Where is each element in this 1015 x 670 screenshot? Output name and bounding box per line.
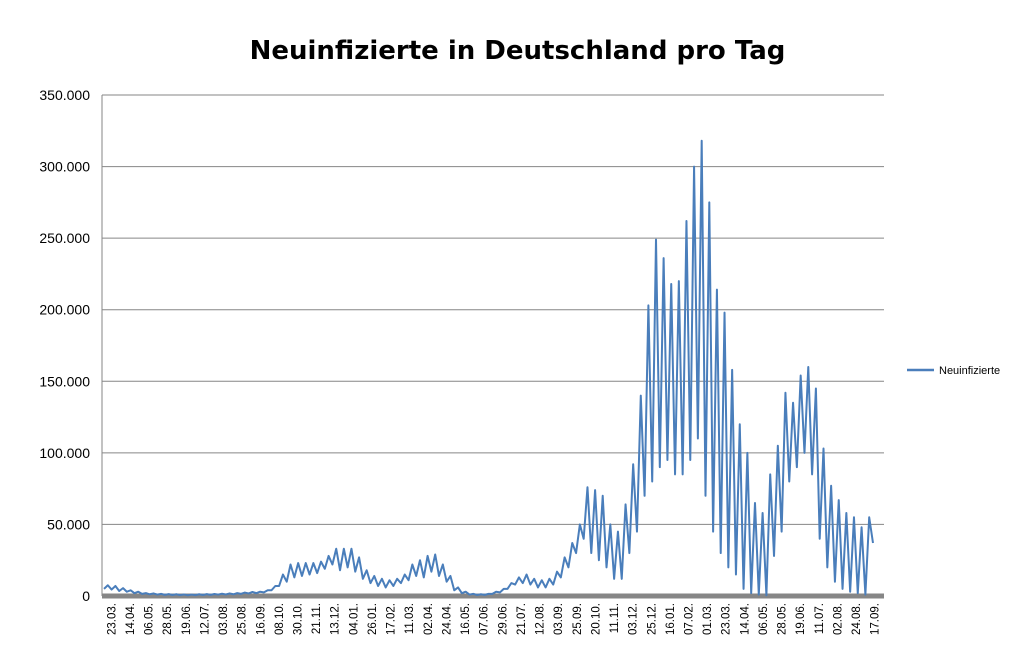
x-tick-label: 06.05. <box>758 603 770 635</box>
x-tick-label: 20.10. <box>590 603 602 635</box>
y-tick-label: 150.000 <box>39 373 90 389</box>
x-tick-label: 03.09. <box>553 603 565 635</box>
y-tick-label: 50.000 <box>47 516 90 532</box>
x-tick-label: 01.03. <box>702 603 714 635</box>
y-tick-label: 350.000 <box>39 87 90 103</box>
x-tick-label: 21.07. <box>516 603 528 635</box>
y-tick-labels: 0 50.000 100.000 150.000 200.000 250.000 300.0… <box>39 87 90 604</box>
x-tick-label: 23.03. <box>721 603 733 635</box>
x-tick-label: 16.09. <box>255 603 267 635</box>
y-tick-label: 300.000 <box>39 159 90 175</box>
x-tick-label: 12.08. <box>535 603 547 635</box>
x-tick-label: 11.07. <box>814 603 826 634</box>
x-tick-label: 21.11. <box>311 603 323 634</box>
x-tick-label: 24.08. <box>851 603 863 635</box>
x-tick-label: 17.02. <box>386 603 398 635</box>
x-tick-label: 25.08. <box>237 603 249 635</box>
x-tick-label: 12.07. <box>199 603 211 635</box>
x-tick-label: 07.02. <box>684 603 696 635</box>
x-tick-label: 16.01. <box>665 603 677 635</box>
x-tick-label: 07.06. <box>479 603 491 635</box>
x-tick-labels: 23.03. 14.04. 06.05. 28.05. 19.06. 12.07. 03.0… <box>106 603 881 635</box>
x-tick-label: 30.10. <box>293 603 305 635</box>
y-tick-label: 0 <box>82 588 90 604</box>
x-tick-label: 03.12. <box>628 603 640 635</box>
x-tick-label: 03.08. <box>218 603 230 635</box>
x-tick-label: 19.06. <box>795 603 807 635</box>
x-tick-label: 19.06. <box>181 603 193 635</box>
x-tick-label: 14.04. <box>125 603 137 635</box>
series-line <box>103 139 874 597</box>
y-tick-label: 100.000 <box>39 445 90 461</box>
x-tick-label: 02.08. <box>832 603 844 635</box>
chart-title: Neuinfizierte in Deutschland pro Tag <box>249 36 786 66</box>
legend-label: Neuinfizierte <box>939 365 1000 377</box>
x-tick-label: 16.05. <box>460 603 472 635</box>
x-tick-label: 02.04. <box>423 603 435 635</box>
x-tick-label: 04.01. <box>348 603 360 635</box>
x-tick-label: 06.05. <box>144 603 156 635</box>
x-tick-label: 28.05. <box>162 603 174 635</box>
x-tick-label: 14.04. <box>739 603 751 635</box>
x-tick-label: 28.05. <box>777 603 789 635</box>
x-tick-label: 29.06. <box>497 603 509 635</box>
y-tick-label: 250.000 <box>39 230 90 246</box>
x-tick-label: 17.09. <box>870 603 882 635</box>
x-tick-label: 13.12. <box>330 603 342 635</box>
x-tick-label: 25.09. <box>572 603 584 635</box>
x-tick-label: 11.11. <box>609 603 621 633</box>
x-tick-label: 24.04. <box>441 603 453 635</box>
series-lines <box>103 139 874 597</box>
legend: Neuinfizierte <box>907 365 1000 377</box>
x-tick-label: 26.01. <box>367 603 379 635</box>
x-tick-label: 23.03. <box>106 603 118 635</box>
x-tick-label: 11.03. <box>404 603 416 634</box>
x-tick-label: 25.12. <box>646 603 658 635</box>
grid-lines <box>102 94 884 525</box>
axes <box>101 95 884 599</box>
x-tick-label: 08.10. <box>274 603 286 635</box>
y-tick-label: 200.000 <box>39 302 90 318</box>
